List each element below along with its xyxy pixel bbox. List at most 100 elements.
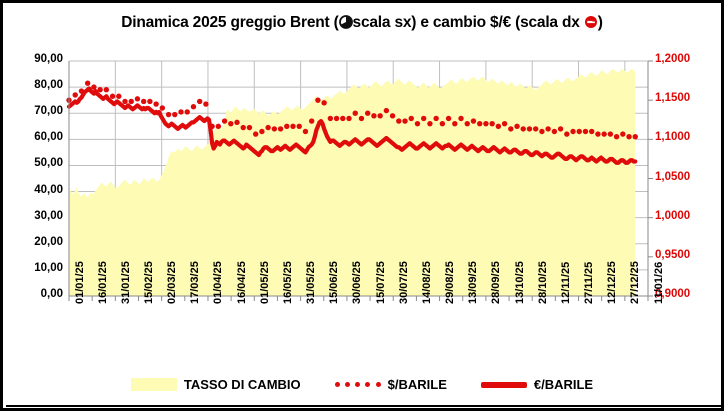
- data-point: [439, 120, 446, 127]
- data-point: [203, 101, 209, 107]
- y-axis-left-tick-label: 10,00: [34, 261, 63, 274]
- data-point: [508, 126, 514, 132]
- x-axis-tick-label: 17/03/25: [189, 261, 202, 304]
- data-point: [84, 80, 91, 86]
- plot-canvas: [66, 60, 653, 301]
- data-point: [576, 128, 582, 135]
- data-point: [445, 115, 452, 122]
- x-axis-tick-label: 16/04/25: [235, 261, 248, 304]
- data-point: [284, 123, 290, 129]
- data-point: [364, 110, 371, 116]
- y-axis-left-tick-label: 80,00: [34, 79, 63, 92]
- legend-label-dollaro-barile: $/BARILE: [387, 377, 447, 392]
- y-axis-left-tick-label: 40,00: [34, 183, 63, 196]
- x-axis-tick-label: 02/03/25: [166, 261, 179, 304]
- chart-title-text-before: Dinamica 2025 greggio Brent (: [121, 14, 339, 31]
- chart-title-text-middle: scala sx) e cambio $/€ (scala dx: [352, 14, 584, 31]
- chart-title: Dinamica 2025 greggio Brent ( scala sx) e…: [3, 14, 721, 32]
- data-point: [290, 123, 296, 129]
- data-point: [589, 128, 595, 135]
- y-axis-left-tick-label: 50,00: [34, 157, 63, 170]
- y-axis-left-tick-label: 0,00: [40, 288, 63, 300]
- data-point: [340, 115, 346, 122]
- data-point: [252, 131, 259, 137]
- x-axis-tick-label: 01/01/25: [73, 261, 86, 304]
- data-point: [321, 100, 327, 106]
- data-point: [514, 123, 520, 129]
- data-point: [501, 120, 508, 127]
- series-line-euro-barile: [66, 86, 638, 165]
- data-point: [72, 92, 78, 98]
- x-axis-tick-label: 12/11/25: [559, 261, 572, 304]
- y-axis-left-tick-label: 30,00: [34, 209, 63, 222]
- data-point: [427, 120, 433, 127]
- legend-item-tasso-di-cambio[interactable]: TASSO DI CAMBIO: [130, 377, 301, 392]
- y-axis-left-tick-label: 20,00: [34, 235, 63, 248]
- data-point: [296, 123, 302, 129]
- x-axis-tick-label: 01/04/25: [212, 261, 225, 304]
- data-point: [545, 126, 551, 132]
- data-point: [327, 115, 334, 122]
- data-point: [240, 124, 246, 131]
- y-axis-right-tick-label: 1,1500: [655, 92, 691, 105]
- data-point: [477, 120, 483, 127]
- y-axis-left-tick-label: 60,00: [34, 131, 63, 144]
- y-axis-right-tick-label: 0,9500: [655, 248, 691, 261]
- data-point: [551, 128, 558, 135]
- data-point: [97, 87, 103, 93]
- x-axis-tick-label: 13/10/25: [513, 261, 526, 304]
- data-point: [315, 97, 321, 103]
- x-axis-tick-label: 11/01/26: [652, 261, 665, 304]
- legend-item-euro-barile[interactable]: €/BARILE: [480, 377, 593, 392]
- black-circular-arrow-icon: [338, 15, 353, 29]
- y-axis-left-tick-label: 70,00: [34, 105, 63, 118]
- data-point: [178, 109, 184, 115]
- data-point: [265, 124, 271, 131]
- chart-title-text-after: ): [597, 14, 603, 31]
- data-point: [389, 113, 396, 119]
- data-point: [122, 98, 128, 105]
- x-axis-tick-label: 15/06/25: [328, 261, 341, 304]
- legend-item-dollaro-barile[interactable]: $/BARILE: [334, 377, 447, 392]
- x-axis-tick-label: 27/12/25: [629, 261, 642, 304]
- data-point: [103, 87, 110, 93]
- data-point: [308, 118, 315, 124]
- data-point: [91, 84, 97, 90]
- legend-swatch-dotted-icon: [334, 381, 381, 388]
- data-point: [196, 98, 203, 105]
- x-axis-tick-label: 13/09/25: [467, 261, 480, 304]
- data-point: [607, 131, 614, 137]
- data-point: [234, 119, 240, 126]
- data-point: [595, 131, 601, 137]
- data-point: [626, 134, 632, 140]
- data-point: [620, 131, 626, 137]
- x-axis-tick-label: 16/05/25: [281, 261, 294, 304]
- data-point: [259, 128, 265, 135]
- data-point: [246, 124, 253, 131]
- data-point: [333, 115, 340, 122]
- y-axis-right-tick-label: 1,1000: [655, 131, 691, 144]
- data-point: [383, 107, 390, 114]
- data-point: [458, 115, 464, 122]
- data-point: [153, 101, 159, 107]
- data-point: [358, 115, 365, 122]
- data-point: [582, 128, 589, 135]
- data-point: [215, 123, 222, 129]
- legend-label-tasso-di-cambio: TASSO DI CAMBIO: [183, 377, 301, 392]
- data-point: [613, 134, 620, 140]
- data-point: [140, 98, 147, 105]
- data-point: [601, 131, 607, 137]
- data-point: [159, 105, 166, 111]
- data-point: [346, 115, 352, 122]
- data-point: [134, 96, 141, 102]
- x-axis-tick-label: 31/05/25: [305, 261, 318, 304]
- data-point: [520, 126, 526, 132]
- data-point: [352, 110, 358, 116]
- legend-swatch-area-icon: [130, 378, 177, 391]
- y-axis-left-tick-label: 90,00: [34, 53, 63, 65]
- data-point: [371, 113, 377, 119]
- x-axis-tick-label: 28/09/25: [490, 261, 503, 304]
- data-point: [377, 113, 383, 119]
- data-point: [128, 98, 134, 105]
- data-point: [109, 93, 116, 99]
